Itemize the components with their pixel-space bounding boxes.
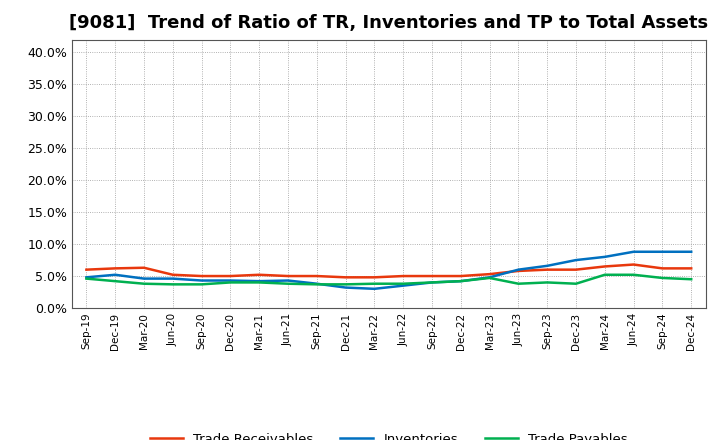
Line: Trade Receivables: Trade Receivables bbox=[86, 264, 691, 277]
Trade Payables bbox=[629, 272, 638, 277]
Inventories bbox=[485, 275, 494, 280]
Trade Payables bbox=[687, 277, 696, 282]
Legend: Trade Receivables, Inventories, Trade Payables: Trade Receivables, Inventories, Trade Pa… bbox=[145, 427, 633, 440]
Trade Receivables bbox=[600, 264, 609, 269]
Trade Receivables bbox=[687, 266, 696, 271]
Trade Receivables bbox=[543, 267, 552, 272]
Trade Receivables bbox=[140, 265, 148, 270]
Inventories bbox=[284, 278, 292, 283]
Trade Payables bbox=[111, 279, 120, 284]
Trade Payables bbox=[284, 281, 292, 286]
Inventories bbox=[82, 275, 91, 280]
Line: Inventories: Inventories bbox=[86, 252, 691, 289]
Trade Receivables bbox=[514, 268, 523, 274]
Trade Receivables bbox=[82, 267, 91, 272]
Inventories bbox=[514, 267, 523, 272]
Inventories bbox=[312, 281, 321, 286]
Inventories bbox=[399, 283, 408, 288]
Trade Payables bbox=[168, 282, 177, 287]
Trade Payables bbox=[572, 281, 580, 286]
Trade Payables bbox=[600, 272, 609, 277]
Line: Trade Payables: Trade Payables bbox=[86, 275, 691, 284]
Inventories bbox=[341, 285, 350, 290]
Trade Payables bbox=[226, 280, 235, 285]
Trade Payables bbox=[370, 281, 379, 286]
Trade Payables bbox=[255, 280, 264, 285]
Trade Receivables bbox=[255, 272, 264, 277]
Inventories bbox=[543, 263, 552, 268]
Inventories bbox=[168, 276, 177, 281]
Inventories bbox=[658, 249, 667, 254]
Trade Receivables bbox=[341, 275, 350, 280]
Trade Receivables bbox=[658, 266, 667, 271]
Trade Payables bbox=[197, 282, 206, 287]
Trade Payables bbox=[428, 280, 436, 285]
Trade Receivables bbox=[370, 275, 379, 280]
Trade Receivables bbox=[456, 273, 465, 279]
Trade Receivables bbox=[485, 271, 494, 277]
Inventories bbox=[629, 249, 638, 254]
Trade Payables bbox=[312, 282, 321, 287]
Trade Receivables bbox=[284, 273, 292, 279]
Trade Receivables bbox=[428, 273, 436, 279]
Inventories bbox=[255, 279, 264, 284]
Inventories bbox=[456, 279, 465, 284]
Trade Payables bbox=[658, 275, 667, 281]
Trade Receivables bbox=[226, 273, 235, 279]
Inventories bbox=[687, 249, 696, 254]
Trade Receivables bbox=[168, 272, 177, 277]
Trade Receivables bbox=[312, 273, 321, 279]
Trade Receivables bbox=[629, 262, 638, 267]
Inventories bbox=[600, 254, 609, 260]
Inventories bbox=[572, 257, 580, 263]
Trade Receivables bbox=[399, 273, 408, 279]
Inventories bbox=[140, 276, 148, 281]
Trade Receivables bbox=[572, 267, 580, 272]
Trade Payables bbox=[514, 281, 523, 286]
Inventories bbox=[111, 272, 120, 277]
Inventories bbox=[226, 278, 235, 283]
Trade Receivables bbox=[111, 266, 120, 271]
Trade Payables bbox=[456, 279, 465, 284]
Inventories bbox=[370, 286, 379, 291]
Trade Payables bbox=[485, 275, 494, 281]
Trade Payables bbox=[341, 282, 350, 287]
Trade Payables bbox=[82, 276, 91, 281]
Title: [9081]  Trend of Ratio of TR, Inventories and TP to Total Assets: [9081] Trend of Ratio of TR, Inventories… bbox=[69, 15, 708, 33]
Trade Payables bbox=[399, 281, 408, 286]
Inventories bbox=[197, 278, 206, 283]
Inventories bbox=[428, 280, 436, 285]
Trade Receivables bbox=[197, 273, 206, 279]
Trade Payables bbox=[140, 281, 148, 286]
Trade Payables bbox=[543, 280, 552, 285]
